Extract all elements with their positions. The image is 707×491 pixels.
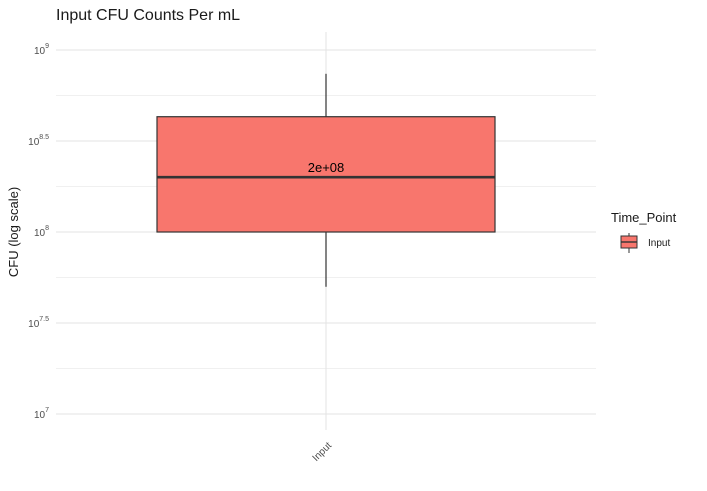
- x-tick-label: Input: [311, 440, 335, 464]
- chart-title: Input CFU Counts Per mL: [56, 7, 240, 24]
- median-label: 2e+08: [308, 160, 345, 175]
- y-tick-label: 108: [34, 225, 49, 239]
- y-tick-label: 109: [34, 43, 49, 57]
- legend-entry: Input: [620, 233, 670, 253]
- box-input: 2e+08: [156, 73, 496, 287]
- axes: 107 107.5 108 108.5 109 Input: [28, 43, 334, 464]
- box-layer: 2e+08: [156, 73, 496, 287]
- legend-title: Time_Point: [611, 210, 677, 225]
- y-tick-label: 107.5: [28, 316, 49, 330]
- y-tick-label: 108.5: [28, 134, 49, 148]
- grid: [56, 32, 596, 430]
- legend-label: Input: [648, 238, 670, 249]
- legend: Time_Point Input: [611, 210, 677, 253]
- box-body: [156, 116, 496, 233]
- y-axis-title: CFU (log scale): [6, 187, 21, 277]
- y-tick-label: 107: [34, 407, 49, 421]
